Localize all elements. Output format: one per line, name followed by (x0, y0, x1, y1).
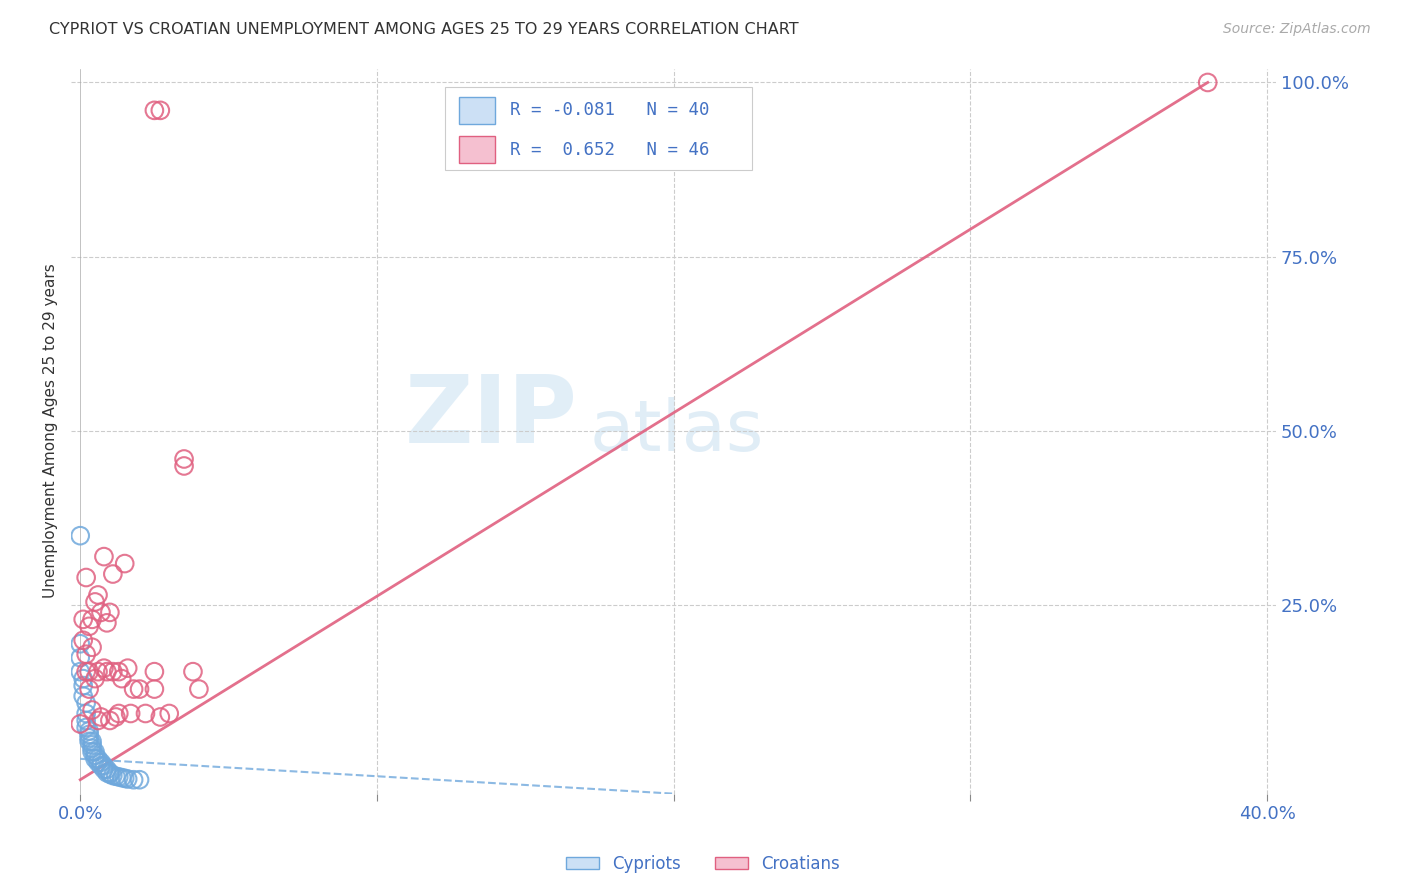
Point (1197, 75, 1219, 89)
Point (173, 458, 195, 473)
Point (98, 714, 121, 728)
Point (117, 661, 139, 675)
Point (75, 570, 97, 584)
Point (84, 672, 107, 686)
Point (80, 640, 103, 655)
Point (75, 647, 97, 661)
Point (72, 612, 94, 626)
Point (107, 770, 129, 784)
Point (72, 633, 94, 648)
FancyBboxPatch shape (460, 96, 495, 124)
Point (75, 706, 97, 721)
Point (114, 772, 136, 786)
Point (87, 714, 110, 728)
Point (93, 762, 115, 776)
Text: Source: ZipAtlas.com: Source: ZipAtlas.com (1223, 22, 1371, 37)
Point (96, 765, 118, 780)
Text: CYPRIOT VS CROATIAN UNEMPLOYMENT AMONG AGES 25 TO 29 YEARS CORRELATION CHART: CYPRIOT VS CROATIAN UNEMPLOYMENT AMONG A… (49, 22, 799, 37)
Point (87, 665, 110, 679)
Point (77, 727, 100, 741)
Point (69, 717, 91, 731)
Point (84, 748, 107, 763)
Point (77, 734, 100, 748)
Text: R =  0.652   N = 46: R = 0.652 N = 46 (510, 141, 709, 159)
Point (90, 759, 112, 773)
Point (87, 588, 110, 602)
Point (90, 756, 112, 770)
Point (98, 765, 121, 780)
Text: R = -0.081   N = 40: R = -0.081 N = 40 (510, 102, 709, 120)
Point (187, 682, 209, 697)
Point (80, 734, 103, 748)
Point (143, 103, 166, 118)
Point (181, 665, 204, 679)
Point (111, 672, 134, 686)
Point (128, 682, 150, 697)
Point (104, 769, 127, 783)
Point (114, 557, 136, 571)
Point (72, 679, 94, 693)
Text: atlas: atlas (589, 397, 763, 466)
Point (69, 650, 91, 665)
Point (120, 706, 142, 721)
Point (75, 721, 97, 735)
Point (75, 665, 97, 679)
Point (84, 595, 107, 609)
Point (80, 703, 103, 717)
Point (75, 696, 97, 710)
Point (96, 615, 118, 630)
Point (98, 767, 121, 781)
Point (107, 665, 129, 679)
Point (173, 452, 195, 467)
Point (93, 661, 115, 675)
Point (134, 706, 156, 721)
Point (128, 772, 150, 787)
Point (72, 689, 94, 703)
Point (104, 710, 127, 724)
Point (80, 745, 103, 759)
Point (122, 772, 145, 787)
Point (69, 665, 91, 679)
Point (101, 567, 124, 582)
Point (80, 738, 103, 752)
Point (122, 682, 145, 697)
Point (143, 682, 166, 697)
Legend: Cypriots, Croatians: Cypriots, Croatians (560, 848, 846, 880)
Point (77, 682, 100, 697)
FancyBboxPatch shape (460, 136, 495, 163)
Point (101, 768, 124, 782)
Point (149, 710, 172, 724)
Point (69, 529, 91, 543)
FancyBboxPatch shape (444, 87, 752, 170)
Point (107, 706, 129, 721)
Point (93, 549, 115, 564)
Point (96, 762, 118, 776)
Point (84, 745, 107, 759)
Point (117, 772, 139, 786)
Point (69, 637, 91, 651)
Point (98, 606, 121, 620)
Point (96, 665, 118, 679)
Point (90, 710, 112, 724)
Point (87, 752, 110, 766)
Point (77, 619, 100, 633)
Y-axis label: Unemployment Among Ages 25 to 29 years: Unemployment Among Ages 25 to 29 years (44, 264, 58, 599)
Point (157, 706, 180, 721)
Point (80, 612, 103, 626)
Point (84, 752, 107, 766)
Point (72, 672, 94, 686)
Point (149, 103, 172, 118)
Point (93, 759, 115, 773)
Point (143, 665, 166, 679)
Point (77, 731, 100, 745)
Point (87, 756, 110, 770)
Point (90, 606, 112, 620)
Point (77, 723, 100, 738)
Point (111, 771, 134, 785)
Point (77, 665, 100, 679)
Point (75, 714, 97, 728)
Point (80, 741, 103, 756)
Point (101, 665, 124, 679)
Text: ZIP: ZIP (405, 370, 578, 463)
